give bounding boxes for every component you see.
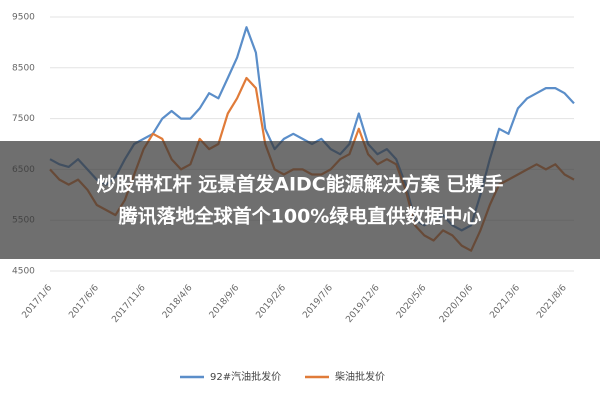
overlay-line: 炒股带杠杆 远景首发AIDC能源解决方案 已携手 [97, 173, 504, 196]
legend-label: 柴油批发价 [335, 370, 385, 383]
overlay-band [0, 141, 600, 259]
y-tick-label: 4500 [12, 267, 35, 277]
y-tick-label: 7500 [12, 114, 35, 124]
legend-label: 92#汽油批发价 [210, 370, 281, 383]
y-tick-label: 9500 [12, 13, 35, 23]
y-tick-label: 8500 [12, 63, 35, 73]
overlay-line: 腾讯落地全球首个100%绿电直供数据中心 [118, 205, 482, 228]
